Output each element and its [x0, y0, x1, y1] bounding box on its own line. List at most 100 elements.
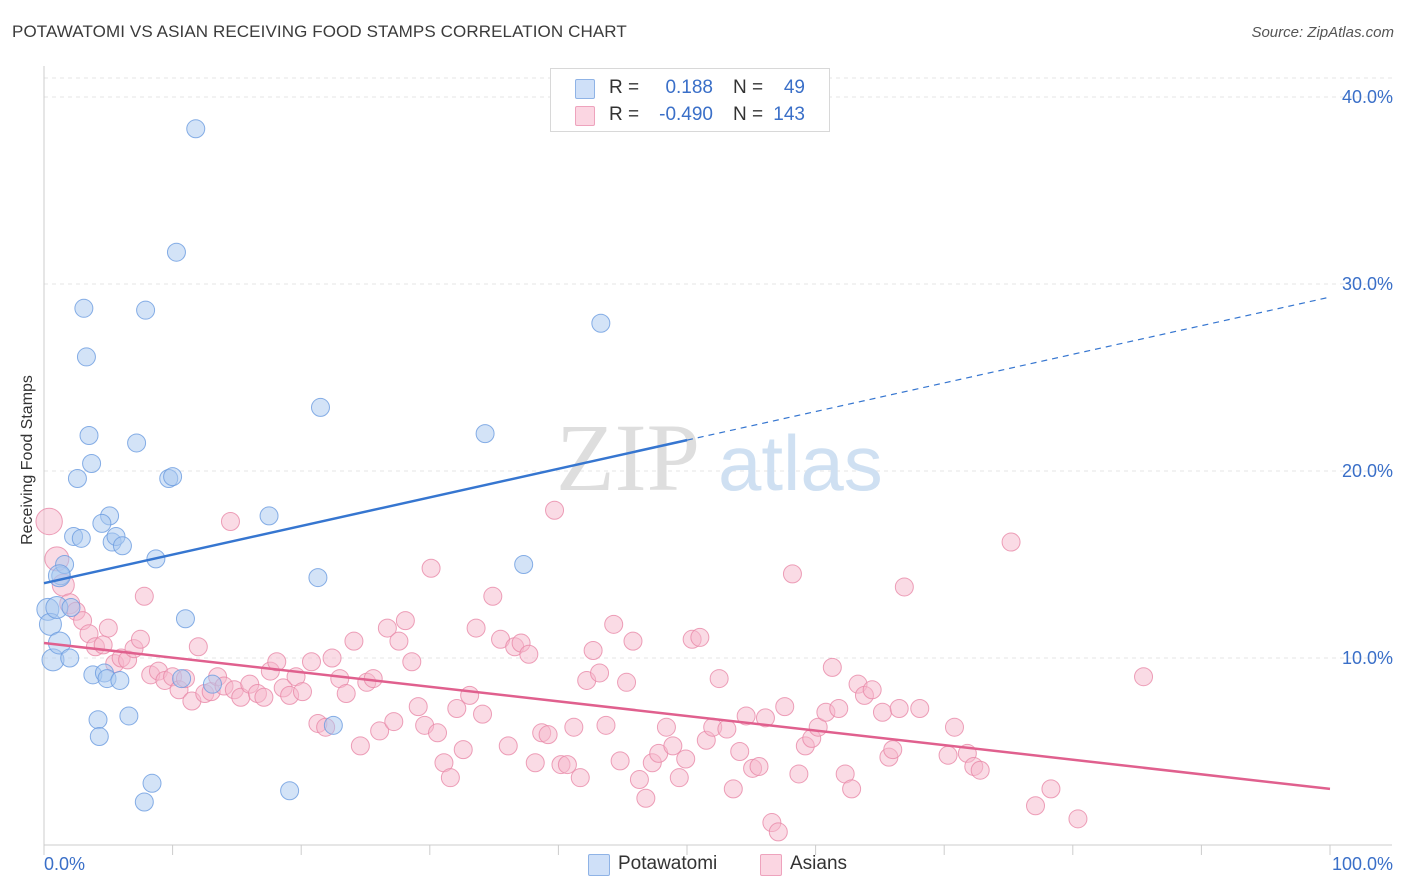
data-point	[395, 611, 415, 631]
data-point	[736, 706, 756, 726]
data-point	[514, 555, 534, 574]
series-potawatomi	[36, 119, 611, 812]
data-point	[525, 753, 545, 773]
source-label: Source: ZipAtlas.com	[1251, 24, 1394, 41]
data-point	[519, 644, 539, 664]
data-point	[166, 242, 186, 262]
data-point	[604, 614, 624, 634]
data-point	[172, 669, 192, 689]
data-point	[623, 631, 643, 651]
stats-r-value: -0.490	[659, 104, 713, 125]
data-point	[67, 468, 87, 488]
data-point	[447, 698, 467, 718]
data-point	[350, 736, 370, 756]
data-point	[308, 568, 328, 588]
data-point	[782, 564, 802, 584]
data-point	[466, 618, 486, 638]
data-point	[370, 721, 390, 741]
stats-row-potawatomi: R = 0.188 N = 49	[551, 74, 829, 100]
stats-swatch-potawatomi	[575, 79, 595, 99]
legend-label-potawatomi: Potawatomi	[618, 853, 718, 874]
data-point	[656, 717, 676, 737]
stats-n-value: 143	[773, 104, 805, 125]
data-point	[842, 779, 862, 799]
data-point	[254, 687, 274, 707]
data-point	[475, 424, 495, 444]
data-point	[89, 727, 109, 747]
data-point	[596, 715, 616, 735]
data-point	[717, 719, 737, 739]
data-point	[323, 715, 343, 735]
stats-n-value: 49	[783, 77, 805, 98]
data-point	[663, 736, 683, 756]
stats-box: R = 0.188 N = 49 R = -0.490 N = 143	[550, 68, 830, 132]
data-point	[590, 663, 610, 683]
data-point	[163, 467, 183, 487]
stats-r-label: R =	[609, 104, 640, 125]
data-point	[822, 657, 842, 677]
x-tick-label: 0.0%	[44, 854, 85, 874]
axes	[43, 66, 1392, 855]
data-point	[889, 698, 909, 718]
chart-title: POTAWATOMI VS ASIAN RECEIVING FOOD STAMP…	[12, 22, 627, 41]
data-point	[136, 300, 156, 320]
data-point	[127, 433, 147, 453]
data-point	[557, 755, 577, 775]
data-point	[894, 577, 914, 597]
data-point	[538, 725, 558, 745]
y-tick-label: 30.0%	[1342, 274, 1393, 294]
data-point	[440, 768, 460, 788]
data-point	[134, 586, 154, 606]
data-point	[473, 704, 493, 724]
data-point	[76, 347, 96, 367]
data-point	[1068, 809, 1088, 829]
data-point	[98, 618, 118, 638]
watermark-atlas: atlas	[718, 419, 883, 507]
data-point	[259, 506, 279, 526]
data-point	[344, 631, 364, 651]
data-point	[883, 740, 903, 760]
data-point	[186, 119, 206, 139]
trend-lines	[43, 296, 1331, 791]
data-point	[617, 672, 637, 692]
tick-labels: 10.0% 20.0% 30.0% 40.0% 0.0% 100.0%	[44, 87, 1393, 874]
data-point	[453, 740, 473, 760]
data-point	[292, 682, 312, 702]
data-point	[690, 627, 710, 647]
data-point	[130, 629, 150, 649]
data-point	[377, 618, 397, 638]
data-point	[636, 788, 656, 808]
data-point	[610, 751, 630, 771]
data-point	[1041, 779, 1061, 799]
legend: Potawatomi Asians	[0, 852, 1406, 878]
data-point	[1026, 796, 1046, 816]
data-point	[92, 513, 112, 533]
data-point	[310, 397, 330, 417]
stats-n-label: N =	[733, 77, 764, 98]
data-point	[74, 298, 94, 318]
y-tick-label: 10.0%	[1342, 648, 1393, 668]
data-point	[119, 706, 139, 726]
data-point	[408, 697, 428, 717]
gridlines	[44, 77, 1392, 659]
stats-r-label: R =	[609, 77, 640, 98]
y-tick-label: 20.0%	[1342, 461, 1393, 481]
stats-row-asians: R = -0.490 N = 143	[551, 101, 829, 127]
data-point	[384, 712, 404, 732]
data-point	[723, 779, 743, 799]
trend-line-asians	[43, 641, 1331, 791]
data-points	[35, 119, 1154, 842]
data-point	[35, 507, 63, 536]
data-point	[389, 631, 409, 651]
data-point	[676, 749, 696, 769]
data-point	[336, 684, 356, 704]
data-point	[421, 558, 441, 578]
data-point	[134, 792, 154, 812]
data-point	[220, 511, 240, 531]
data-point	[110, 670, 130, 690]
data-point	[202, 674, 222, 694]
watermark-zip: ZIP	[556, 404, 700, 511]
data-point	[938, 745, 958, 765]
data-point	[829, 698, 849, 718]
